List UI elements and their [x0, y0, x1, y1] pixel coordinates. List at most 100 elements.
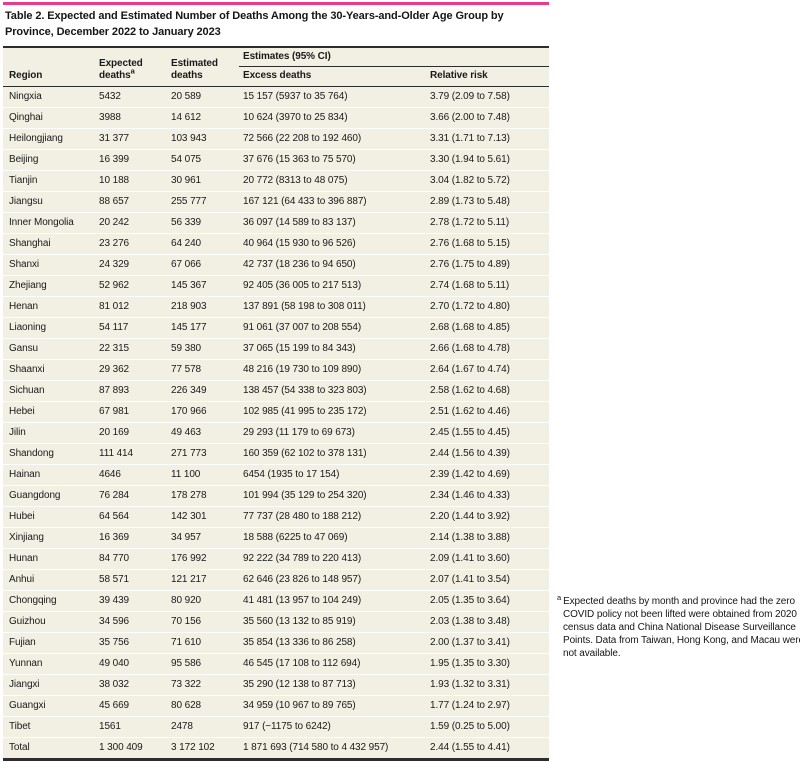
cell-relative: 2.76 (1.68 to 5.15): [426, 233, 549, 255]
cell-relative: 2.58 (1.62 to 4.68): [426, 380, 549, 402]
cell-expected: 20 242: [95, 212, 167, 234]
cell-estimated: 59 380: [167, 338, 239, 360]
cell-expected: 1561: [95, 716, 167, 738]
cell-estimated: 77 578: [167, 359, 239, 381]
cell-expected: 5432: [95, 86, 167, 108]
cell-region: Tianjin: [3, 170, 95, 192]
cell-region: Fujian: [3, 632, 95, 654]
cell-region: Total: [9, 742, 30, 754]
cell-excess: 37 676 (15 363 to 75 570): [239, 149, 426, 171]
cell-region: Guangdong: [3, 485, 95, 507]
cell-relative: 3.66 (2.00 to 7.48): [426, 107, 549, 129]
footnote: a Expected deaths by month and province h…: [557, 592, 800, 660]
cell-region: Inner Mongolia: [3, 212, 95, 234]
cell-expected: 54 117: [95, 317, 167, 339]
cell-region: Xinjiang: [3, 527, 95, 549]
footnote-marker-ref: a: [130, 67, 135, 77]
cell-estimated: 34 957: [167, 527, 239, 549]
cell-relative: 3.30 (1.94 to 5.61): [426, 149, 549, 171]
cell-estimated: 71 610: [167, 632, 239, 654]
cell-expected: 10 188: [95, 170, 167, 192]
cell-excess: 92 222 (34 789 to 220 413): [239, 548, 426, 570]
cell-excess: 29 293 (11 179 to 69 673): [239, 422, 426, 444]
cell-expected: 87 893: [95, 380, 167, 402]
cell-excess: 72 566 (22 208 to 192 460): [239, 128, 426, 150]
cell-relative: 2.20 (1.44 to 3.92): [426, 506, 549, 528]
cell-estimated: 218 903: [167, 296, 239, 318]
cell-relative: 2.14 (1.38 to 3.88): [426, 527, 549, 549]
cell-relative: 2.74 (1.68 to 5.11): [426, 275, 549, 297]
cell-region: Hainan: [3, 464, 95, 486]
cell-excess: 34 959 (10 967 to 89 765): [239, 695, 426, 717]
table-row: Tibet 1561 2478 917 (−1175 to 6242) 1.59 (0.…: [3, 716, 549, 738]
cell-region: Guizhou: [3, 611, 95, 633]
cell-region: Chongqing: [3, 590, 95, 612]
table-row: Shanxi 24 329 67 066 42 737 (18 236 to 94 6…: [3, 254, 549, 276]
table-row: Chongqing 39 439 80 920 41 481 (13 957 to 1…: [3, 590, 549, 612]
cell-relative: 2.45 (1.55 to 4.45): [426, 422, 549, 444]
cell-region: Guangxi: [3, 695, 95, 717]
col-excess-deaths: Excess deaths: [239, 66, 426, 87]
footnote-text: Expected deaths by month and province ha…: [563, 596, 800, 659]
cell-region: Tibet: [3, 716, 95, 738]
table-row: Qinghai 3988 14 612 10 624 (3970 to 25 834)…: [3, 107, 549, 129]
cell-expected: 58 571: [95, 569, 167, 591]
cell-estimated: 255 777: [167, 191, 239, 213]
cell-excess: 160 359 (62 102 to 378 131): [239, 443, 426, 465]
table-row: Jilin 20 169 49 463 29 293 (11 179 to 69 67…: [3, 422, 549, 444]
cell-estimated: 56 339: [167, 212, 239, 234]
page: { "colors": { "accent_pink": "#e8398d", …: [3, 2, 800, 761]
cell-excess: 101 994 (35 129 to 254 320): [239, 485, 426, 507]
cell-relative: 2.03 (1.38 to 3.48): [426, 611, 549, 633]
cell-expected: 38 032: [95, 674, 167, 696]
cell-estimated: 145 367: [167, 275, 239, 297]
table-row: Fujian 35 756 71 610 35 854 (13 336 to 86 2…: [3, 632, 549, 654]
table-header: Region Expected deathsa Estimated deaths…: [3, 46, 549, 87]
cell-excess: 18 588 (6225 to 47 069): [239, 527, 426, 549]
cell-excess: 6454 (1935 to 17 154): [239, 464, 426, 486]
cell-excess: 92 405 (36 005 to 217 513): [239, 275, 426, 297]
cell-excess: 48 216 (19 730 to 109 890): [239, 359, 426, 381]
cell-estimated: 145 177: [167, 317, 239, 339]
cell-expected: 76 284: [95, 485, 167, 507]
cell-expected: 4646: [95, 464, 167, 486]
table-card: Table 2. Expected and Estimated Number o…: [3, 2, 549, 761]
cell-estimated: 95 586: [167, 653, 239, 675]
table-row: Yunnan 49 040 95 586 46 545 (17 108 to 112 …: [3, 653, 549, 675]
cell-estimated: 178 278: [167, 485, 239, 507]
footnote-marker: a: [557, 592, 562, 602]
cell-estimated: 20 589: [167, 86, 239, 108]
cell-excess: 20 772 (8313 to 48 075): [239, 170, 426, 192]
col-expected-deaths: Expected deathsa: [95, 46, 167, 87]
col-relative-risk: Relative risk: [426, 66, 549, 87]
cell-excess: 167 121 (64 433 to 396 887): [239, 191, 426, 213]
table-row: Hunan 84 770 176 992 92 222 (34 789 to 220 …: [3, 548, 549, 570]
cell-relative: 3.04 (1.82 to 5.72): [426, 170, 549, 192]
cell-expected: 1 300 409: [99, 742, 143, 754]
cell-relative: 2.00 (1.37 to 3.41): [426, 632, 549, 654]
cell-region: Shandong: [3, 443, 95, 465]
cell-expected: 3988: [95, 107, 167, 129]
cell-expected: 29 362: [95, 359, 167, 381]
cell-relative: 2.70 (1.72 to 4.80): [426, 296, 549, 318]
cell-expected: 67 981: [95, 401, 167, 423]
cell-region: Beijing: [3, 149, 95, 171]
cell-region: Hubei: [3, 506, 95, 528]
cell-relative: 2.64 (1.67 to 4.74): [426, 359, 549, 381]
cell-expected: 111 414: [95, 443, 167, 465]
cell-excess: 138 457 (54 338 to 323 803): [239, 380, 426, 402]
cell-region: Hunan: [3, 548, 95, 570]
cell-region: Heilongjiang: [3, 128, 95, 150]
table-row: Tianjin 10 188 30 961 20 772 (8313 to 48 07…: [3, 170, 549, 192]
cell-relative: 2.05 (1.35 to 3.64): [426, 590, 549, 612]
cell-excess: 35 560 (13 132 to 85 919): [239, 611, 426, 633]
cell-expected: 22 315: [95, 338, 167, 360]
cell-region: Ningxia: [3, 86, 95, 108]
table-row: Hubei 64 564 142 301 77 737 (28 480 to 188 …: [3, 506, 549, 528]
cell-relative: 1.93 (1.32 to 3.31): [426, 674, 549, 696]
cell-estimated: 30 961: [167, 170, 239, 192]
cell-estimated: 103 943: [167, 128, 239, 150]
table-row: Shanghai 23 276 64 240 40 964 (15 930 to 96…: [3, 233, 549, 255]
cell-region: Gansu: [3, 338, 95, 360]
cell-expected: 88 657: [95, 191, 167, 213]
